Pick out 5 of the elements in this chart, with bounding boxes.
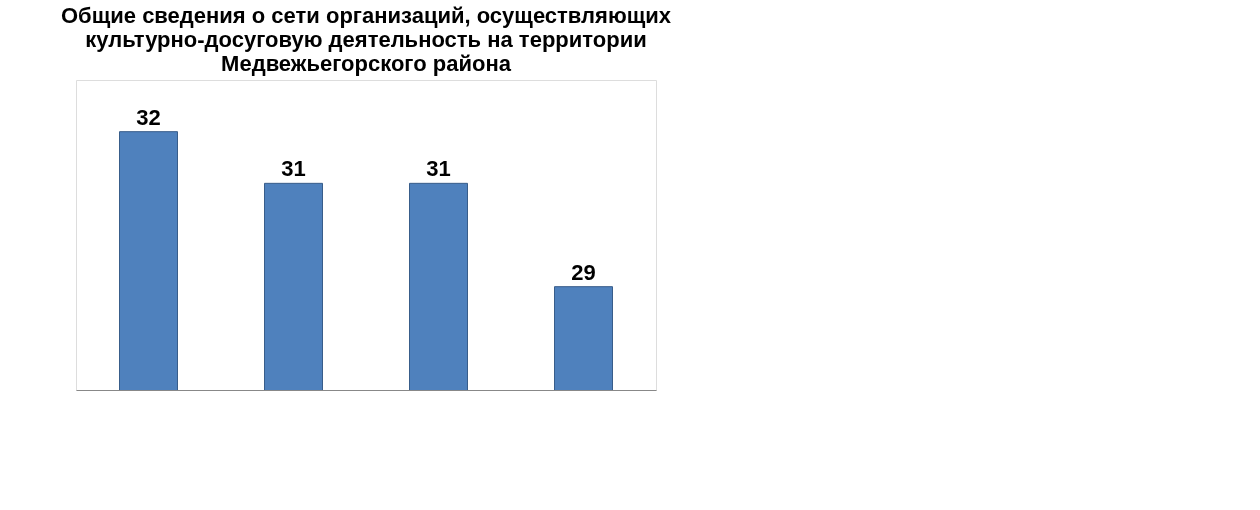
data-label: 31 (426, 156, 451, 182)
data-label: 29 (571, 259, 596, 285)
chart-title: Общие сведения о сети организаций, осуществляющих культурно-досуговую деятельность на территории Медвежьегорского района (60, 3, 672, 76)
data-label: 31 (281, 156, 306, 182)
data-label: 32 (136, 104, 161, 130)
